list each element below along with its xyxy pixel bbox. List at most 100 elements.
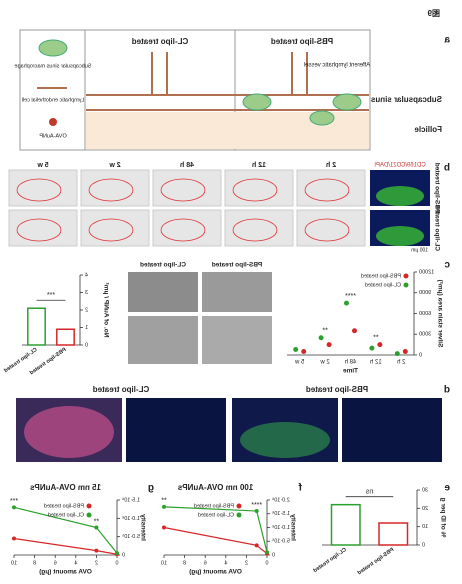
histology-image (8, 209, 78, 247)
data-point (369, 345, 375, 351)
legend-swatch (403, 273, 409, 279)
fluor-image (126, 398, 226, 462)
panel-label: d (444, 385, 450, 396)
histology-image (152, 169, 222, 207)
fluor-signal (24, 406, 114, 458)
data-point (254, 543, 259, 548)
bar (27, 307, 46, 346)
em-image (202, 316, 272, 364)
legend-label: PBS-lipo treated (194, 503, 234, 509)
data-point (265, 550, 269, 555)
region-outline (232, 218, 278, 242)
time-label: 48 h (180, 162, 194, 169)
fluor-signal (376, 186, 424, 206)
x-axis-label: Time (343, 368, 358, 375)
region-outline (160, 218, 206, 242)
legend-swatch (236, 512, 242, 518)
region-label: Subcapsular sinus (370, 95, 442, 104)
region-outline (232, 178, 278, 202)
region-outline (88, 218, 134, 242)
y-tick-label: 0 (272, 552, 275, 558)
data-point (12, 536, 16, 541)
image-title: CL-lipo treated (93, 385, 150, 394)
legend-label: CL-lipo treated (48, 512, 84, 518)
data-point (352, 328, 357, 334)
legend-text: Subcapsular sinus macrophage (14, 63, 91, 69)
legend-label: PBS-lipo treated (44, 503, 84, 509)
y-tick-label: 3000 (419, 332, 431, 338)
em-title: PBS-lipo treated (212, 262, 263, 269)
fluor-signal (376, 226, 424, 246)
y-tick-label: 0 (419, 352, 422, 358)
chart-title: 15 nm OVA-AuNPs (29, 483, 101, 492)
x-tick-label: 0 (115, 560, 118, 566)
figure-label: 图9 (427, 9, 440, 18)
y-tick-label: 3 (85, 290, 88, 296)
box-title: CL-lipo treated (132, 37, 189, 46)
significance: ** (93, 518, 99, 525)
histology-image (296, 209, 366, 247)
data-point (94, 548, 99, 553)
data-point (293, 346, 299, 352)
panel-label: c (444, 260, 450, 271)
y-tick-label: 4 (85, 272, 88, 278)
x-tick-label: 48 h (345, 360, 357, 366)
x-tick-label: 8 (33, 560, 36, 566)
panel-label: g (148, 483, 154, 494)
legend-text: OVA-AuNP (39, 133, 67, 139)
data-point (402, 349, 408, 355)
region-outline (88, 178, 134, 202)
time-label: 12 h (252, 162, 266, 169)
data-point (115, 551, 119, 556)
x-tick-label: 4 (224, 560, 227, 566)
y-tick-label: 1.5·10⁶ (122, 496, 140, 503)
histology-image (80, 209, 150, 247)
x-tick-label: 10 (11, 560, 17, 566)
x-tick-label: 12 h (370, 360, 382, 366)
y-axis-label: % of ID per g (439, 498, 446, 538)
stain-label: CD169/CD21/DAPI (374, 163, 426, 169)
x-tick-label: 8 (183, 560, 186, 566)
legend-swatch (403, 282, 409, 288)
chart-title: 100 nm OVA-AuNPs (177, 483, 253, 492)
region-outline (16, 178, 62, 202)
y-tick-label: 5.0·10⁵ (272, 538, 290, 545)
legend-swatch (86, 503, 92, 509)
y-tick-label: 10 (422, 524, 428, 530)
histology-image (8, 169, 78, 207)
mirrored-figure: a 图9 PBS-lipo treated CL-lipo treated Af… (3, 9, 450, 576)
x-tick-label: 2 h (397, 360, 405, 366)
em-image (202, 272, 272, 312)
legend-swatch (236, 503, 242, 509)
x-tick-label: PBS-lipo treated (357, 547, 395, 576)
legend-macrophage (38, 39, 68, 57)
x-tick-label: 6 (204, 560, 207, 566)
y-tick-label: 0 (122, 552, 125, 558)
vessel-label: Afferent lymphatic vessel (304, 63, 371, 69)
macrophage (242, 93, 272, 111)
y-tick-label: 1.0·10⁶ (122, 515, 140, 522)
legend-aunp (49, 118, 57, 126)
significance: *** (47, 292, 55, 299)
significance: ** (373, 334, 379, 341)
series-line (13, 537, 118, 555)
significance: ns (365, 489, 373, 496)
y-axis-label: Intensity (289, 514, 296, 541)
data-point (318, 335, 324, 341)
y-tick-label: 2 (85, 307, 88, 313)
y-tick-label: 1 (85, 325, 88, 331)
x-tick-label: 10 (161, 560, 167, 566)
x-tick-label: 2 w (320, 360, 330, 366)
y-axis-label: Intensity (139, 514, 146, 541)
scale-label: 100 μm (411, 247, 428, 253)
x-axis-label: OVA amount (μg) (39, 569, 92, 576)
time-label: 2 w (109, 162, 121, 169)
data-point (377, 342, 383, 348)
y-axis-label: Silver stain area (μm²) (436, 280, 443, 348)
y-tick-label: 1.5·10⁶ (272, 510, 290, 517)
legend-label: CL-lipo treated (198, 512, 234, 518)
em-image (128, 272, 198, 312)
image-title: PBS-lipo treated (306, 385, 368, 394)
y-tick-label: 2.0·10⁶ (272, 496, 290, 503)
